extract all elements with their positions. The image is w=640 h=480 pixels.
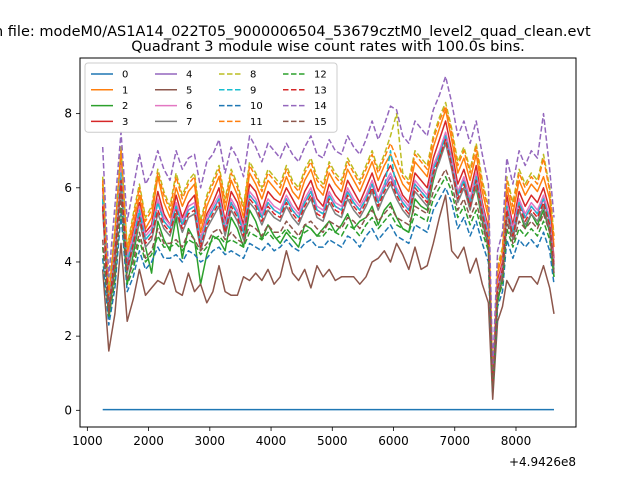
legend-label-10: 10 — [250, 101, 263, 112]
x-tick-label: 4000 — [256, 434, 287, 448]
series-layer — [101, 75, 555, 411]
x-tick-label: 3000 — [195, 434, 226, 448]
y-axis: 0 2 4 6 8 — [64, 107, 80, 417]
legend-label-6: 6 — [186, 101, 192, 112]
legend-label-8: 8 — [250, 70, 256, 81]
legend-label-13: 13 — [314, 85, 327, 96]
series-line-9 — [101, 135, 555, 389]
series-line-10 — [101, 187, 555, 393]
series-line-11 — [101, 105, 555, 382]
y-tick-label: 8 — [64, 107, 72, 121]
x-tick-label: 1000 — [72, 434, 103, 448]
legend-label-15: 15 — [314, 117, 327, 128]
x-tick-label: 7000 — [439, 434, 470, 448]
legend-label-14: 14 — [314, 101, 327, 112]
series-line-13 — [101, 138, 555, 389]
legend-label-11: 11 — [250, 117, 263, 128]
legend-label-3: 3 — [122, 117, 128, 128]
x-tick-label: 6000 — [378, 434, 409, 448]
y-tick-label: 6 — [64, 181, 72, 195]
series-line-1 — [101, 109, 555, 382]
x-tick-label: 2000 — [133, 434, 164, 448]
legend-box — [84, 62, 338, 133]
legend-label-12: 12 — [314, 70, 327, 81]
chart-title: Quadrant 3 module wise count rates with … — [131, 39, 525, 55]
legend-label-7: 7 — [186, 117, 192, 128]
plot-area — [79, 57, 577, 428]
legend-label-4: 4 — [186, 70, 192, 81]
series-line-3 — [101, 120, 555, 386]
legend-label-1: 1 — [122, 85, 128, 96]
y-tick-label: 0 — [64, 403, 72, 417]
x-tick-label: 8000 — [501, 434, 532, 448]
series-line-8 — [101, 101, 555, 378]
y-tick-label: 2 — [64, 329, 72, 343]
legend-label-0: 0 — [122, 70, 128, 81]
x-tick-label: 5000 — [317, 434, 348, 448]
legend-label-5: 5 — [186, 85, 192, 96]
legend-label-9: 9 — [250, 85, 256, 96]
series-line-6 — [101, 131, 555, 386]
legend-label-2: 2 — [122, 101, 128, 112]
series-line-7 — [101, 142, 555, 389]
series-line-12 — [101, 175, 555, 393]
x-offset-label: +4.9426e8 — [509, 455, 576, 469]
series-line-14 — [101, 75, 555, 371]
axes-frame — [79, 57, 577, 428]
series-line-15 — [101, 168, 555, 393]
suptitle: n file: modeM0/AS1A14_022T05_9000006504_… — [0, 24, 591, 40]
y-tick-label: 4 — [64, 255, 72, 269]
series-line-5 — [101, 194, 555, 400]
x-axis: 1000 2000 3000 4000 5000 6000 7000 8000 — [72, 427, 531, 448]
